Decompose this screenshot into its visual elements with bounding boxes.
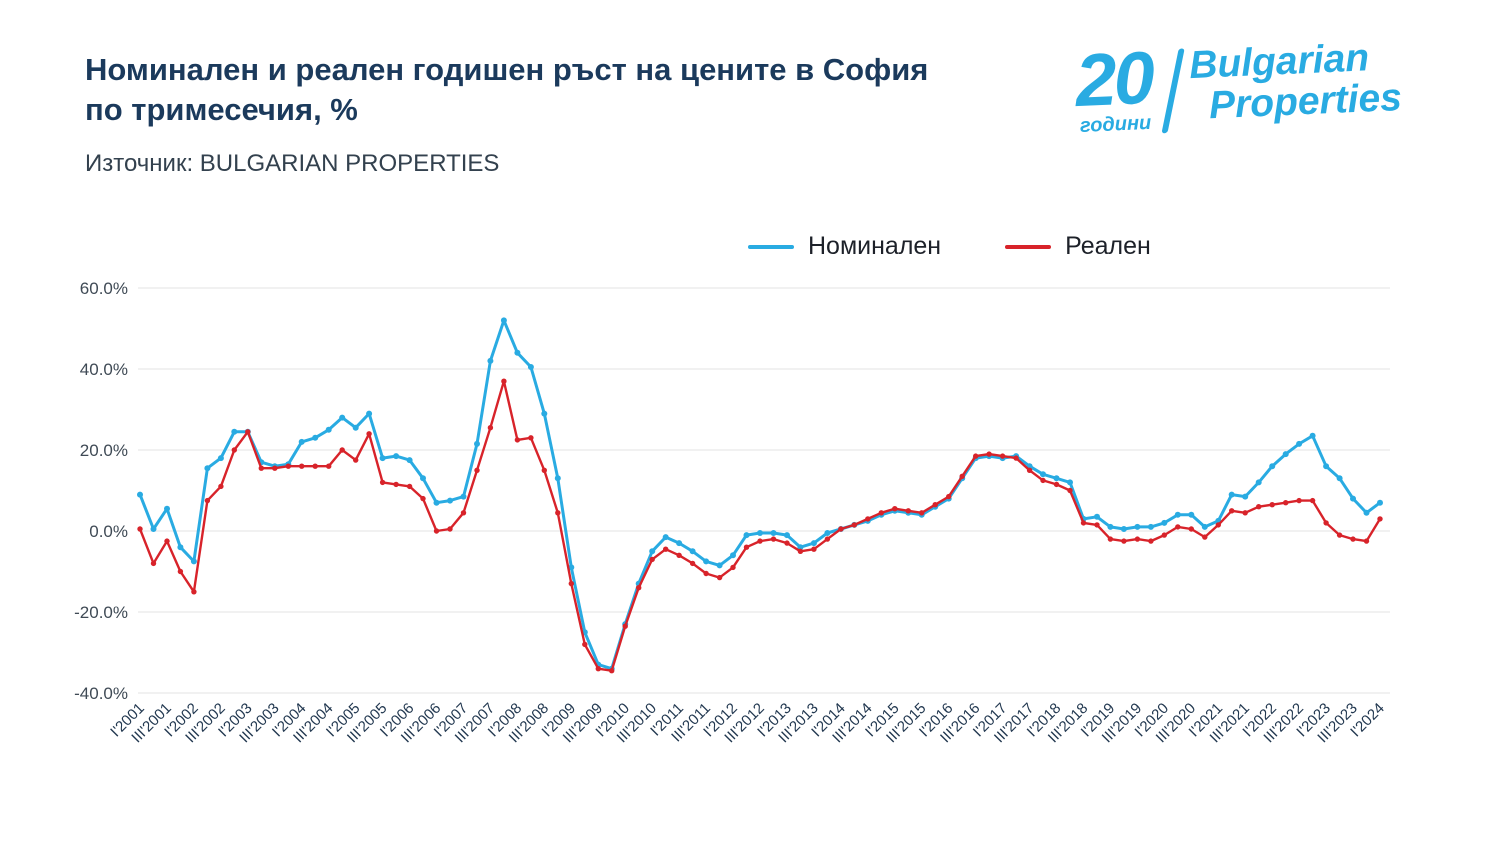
page-title-line1: Номинален и реален годишен ръст на ценит… — [85, 52, 929, 87]
logo-anniversary: 20 години — [1073, 35, 1154, 138]
brand-logo: 20 години Bulgarian Properties — [1073, 35, 1403, 138]
logo-anniversary-label: години — [1079, 112, 1152, 138]
chart-area: 60.0% 40.0% 20.0% 0.0% -20.0% -40.0% I'2001 III… — [40, 258, 1440, 823]
legend-label-nominal: Номинален — [808, 232, 942, 260]
svg-text:60.0%: 60.0% — [80, 279, 128, 298]
logo-brand-name: Bulgarian Properties — [1188, 36, 1403, 127]
source-label: Източник: BULGARIAN PROPERTIES — [85, 150, 500, 177]
svg-text:-40.0%: -40.0% — [74, 684, 128, 703]
real-series-swatch-icon — [1005, 244, 1052, 249]
svg-text:-20.0%: -20.0% — [74, 603, 128, 622]
logo-brand-line2: Properties — [1208, 75, 1403, 127]
legend-item-real: Реален — [1005, 232, 1151, 261]
page-title-line2: по тримесечия, % — [85, 91, 358, 127]
svg-text:0.0%: 0.0% — [89, 522, 128, 541]
logo-divider — [1161, 48, 1186, 134]
svg-text:40.0%: 40.0% — [80, 360, 128, 379]
legend-label-real: Реален — [1065, 232, 1151, 260]
legend-item-nominal: Номинален — [748, 232, 941, 261]
line-chart-canvas: 60.0%40.0%20.0%0.0%-20.0%-40.0%I'2001III… — [74, 279, 1390, 746]
svg-text:20.0%: 20.0% — [80, 441, 128, 460]
page-title: Номинален и реален годишен ръст на ценит… — [85, 50, 928, 129]
chart-legend: Номинален Реален — [748, 232, 1151, 261]
logo-anniversary-number: 20 — [1073, 35, 1154, 123]
nominal-series-swatch-icon — [748, 244, 794, 249]
